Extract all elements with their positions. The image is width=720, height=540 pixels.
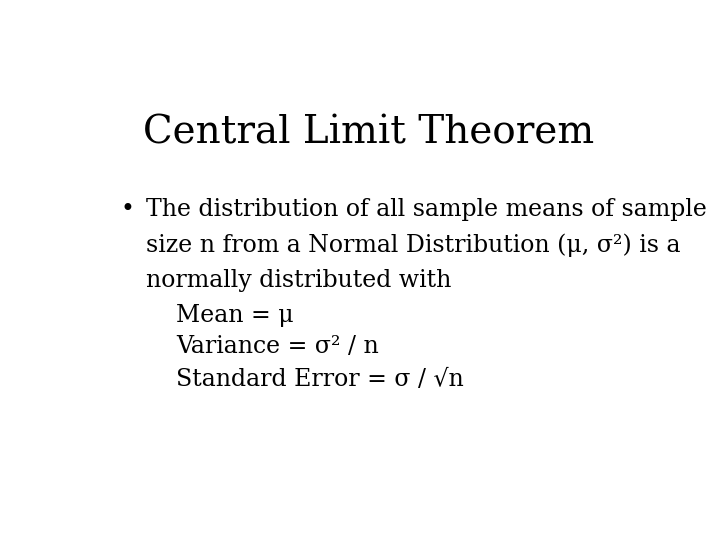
Text: Central Limit Theorem: Central Limit Theorem — [143, 114, 595, 152]
Text: The distribution of all sample means of sample: The distribution of all sample means of … — [145, 198, 706, 221]
Text: normally distributed with: normally distributed with — [145, 268, 451, 292]
Text: Standard Error = σ / √n: Standard Error = σ / √n — [176, 368, 464, 392]
Text: Variance = σ² / n: Variance = σ² / n — [176, 335, 379, 358]
Text: Mean = μ: Mean = μ — [176, 304, 294, 327]
Text: size n from a Normal Distribution (μ, σ²) is a: size n from a Normal Distribution (μ, σ²… — [145, 233, 680, 256]
Text: •: • — [121, 198, 135, 221]
